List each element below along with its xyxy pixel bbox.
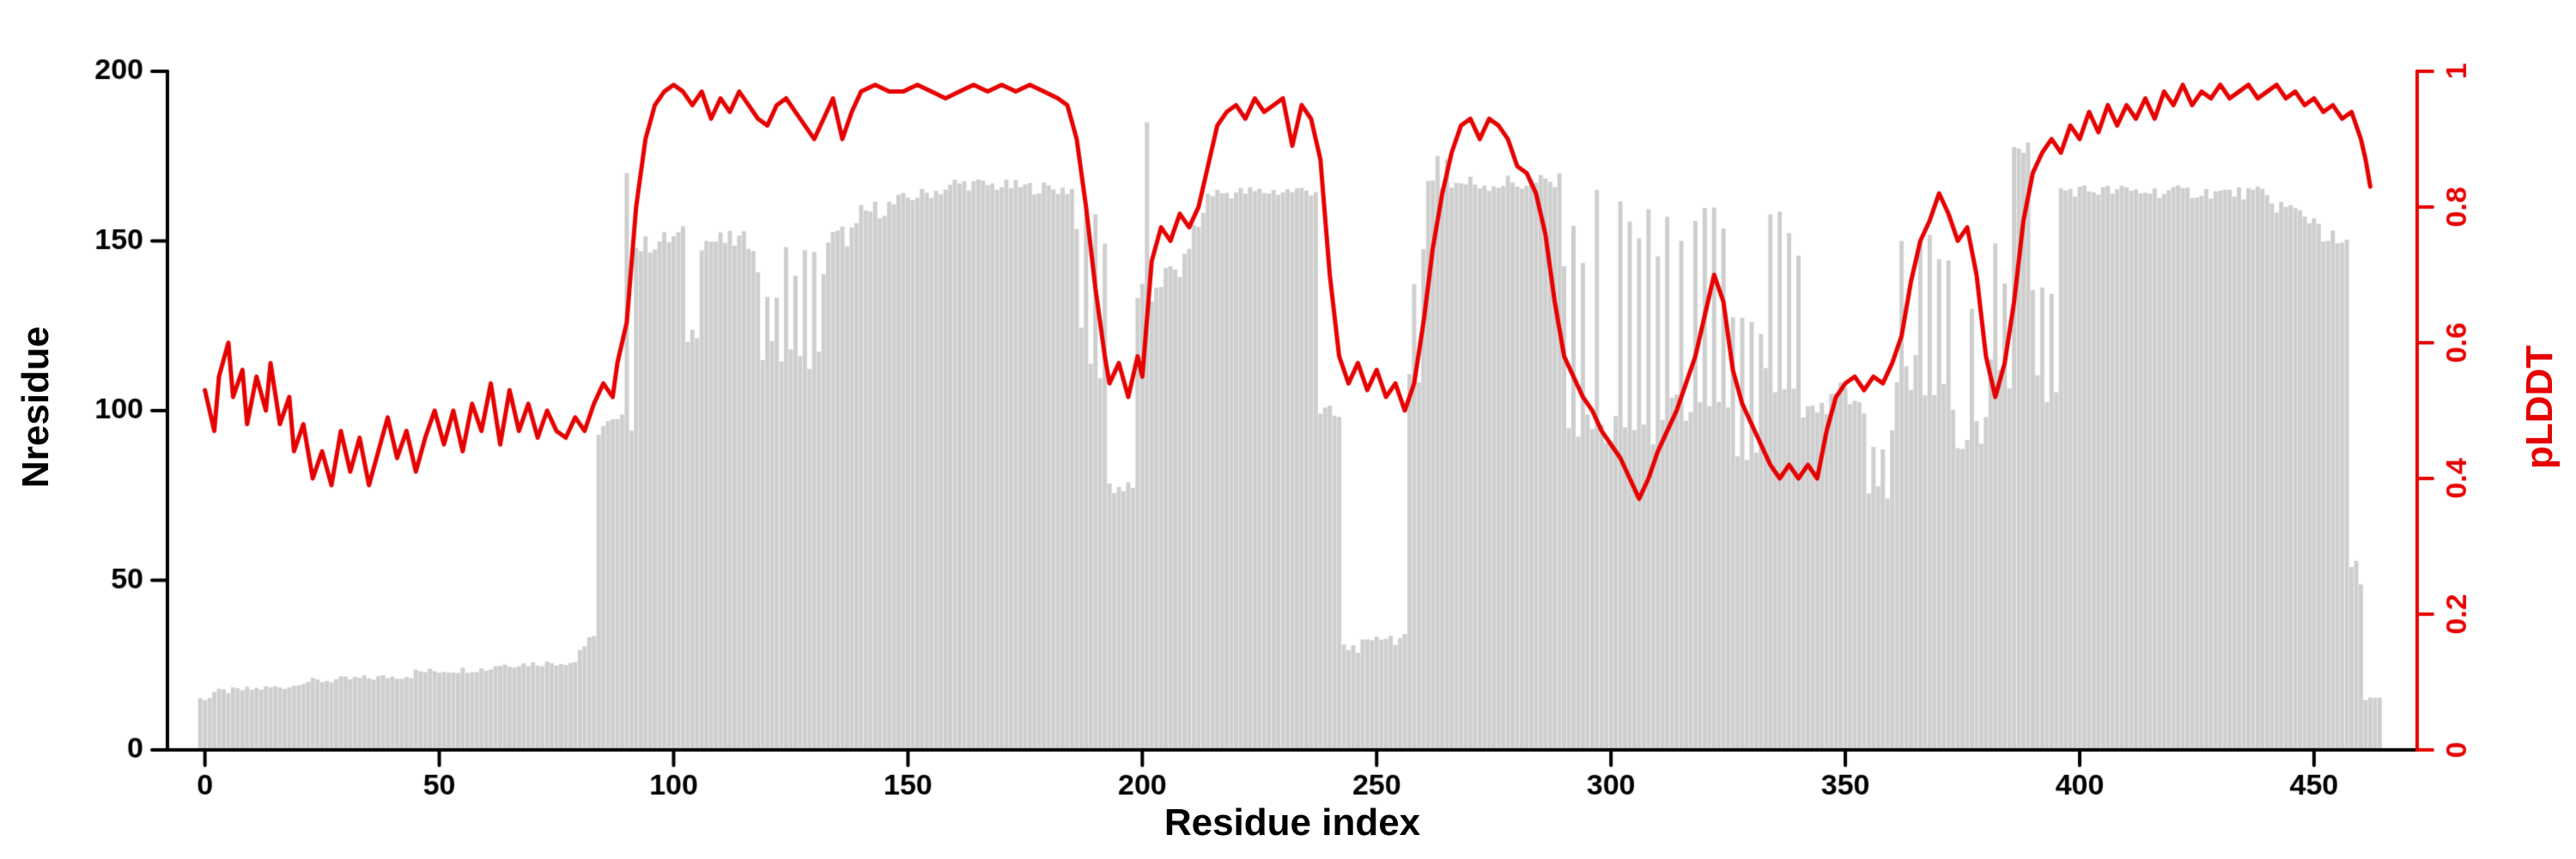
y-axis-left-title: Nresidue (15, 326, 57, 489)
x-axis-title: Residue index (1163, 801, 1421, 844)
y-axis-right-title: pLDDT (2518, 344, 2561, 470)
